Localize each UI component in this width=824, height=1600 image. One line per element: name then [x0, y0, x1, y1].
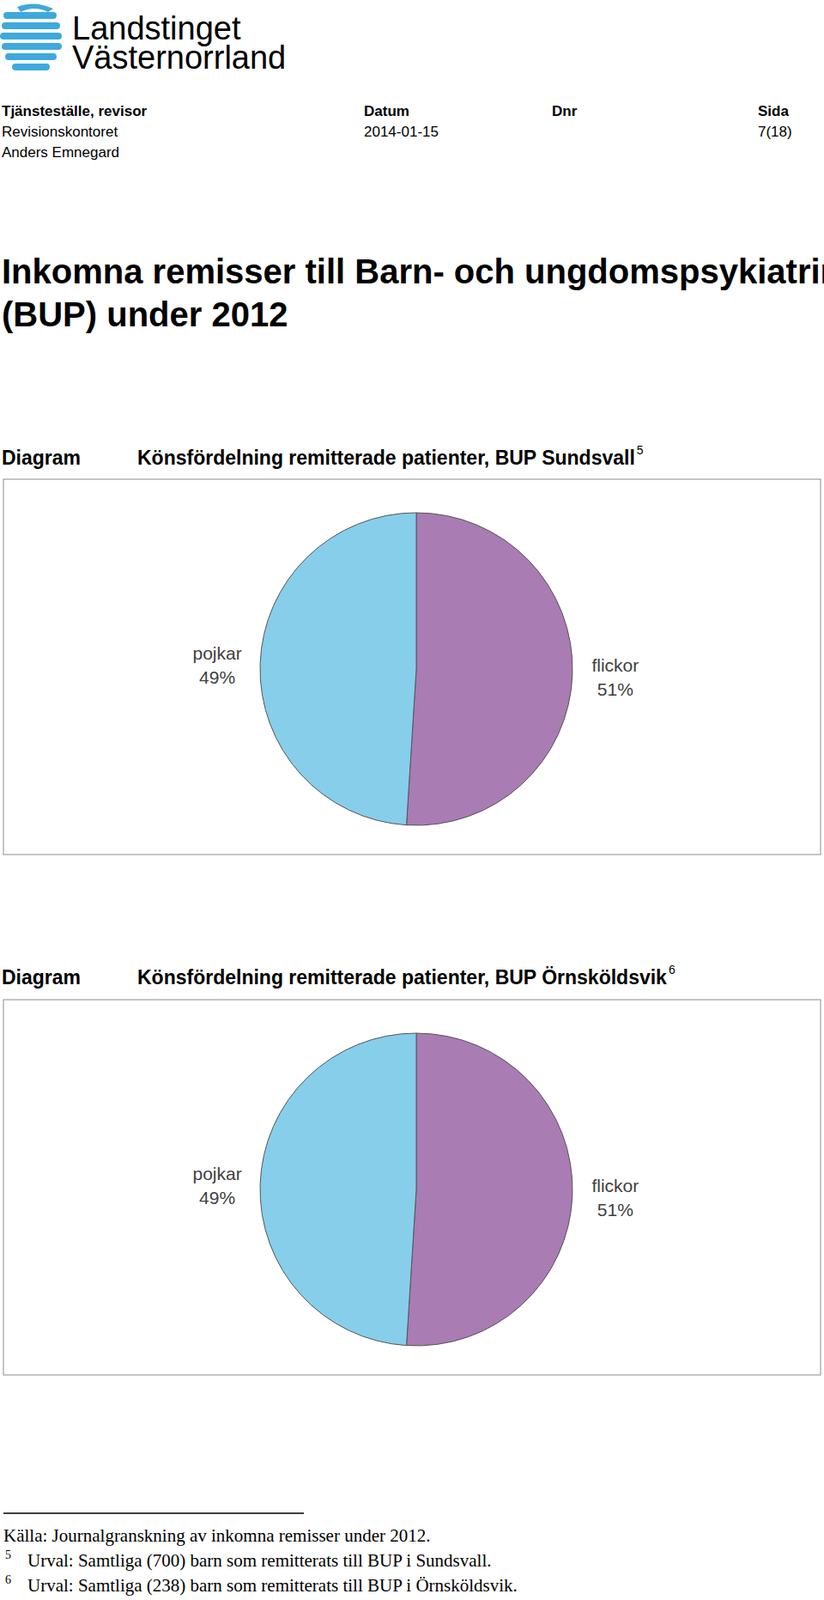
header-label: Dnr — [551, 103, 578, 120]
heading: (BUP) under 2012 — [1, 295, 288, 334]
header-label: Datum — [363, 103, 410, 120]
chart-frame — [3, 478, 821, 855]
footnote-ref: 6 — [5, 1572, 12, 1586]
header-label: Sida — [757, 103, 789, 120]
footnote-ref: 5 — [636, 442, 644, 457]
slice-label: flickor — [591, 1175, 639, 1195]
logo-stripe — [5, 53, 57, 61]
chart-title: Könsfördelning remitterade patienter, BU… — [137, 965, 667, 988]
slice-value: 51% — [597, 678, 634, 699]
logo-stripe — [1, 42, 62, 50]
chart-frame — [3, 999, 821, 1375]
page: LandstingetVästernorrlandTjänsteställe, … — [0, 0, 824, 1600]
heading: Inkomna remisser till Barn- och ungdomsp… — [1, 252, 824, 291]
slice-value: 49% — [199, 666, 236, 687]
slice-label: flickor — [591, 654, 639, 675]
chart-title: Könsfördelning remitterade patienter, BU… — [137, 446, 636, 469]
caption-label: Diagram — [1, 965, 81, 988]
logo-stripe — [12, 63, 50, 71]
slice-value: 49% — [199, 1187, 236, 1207]
footnote: Urval: Samtliga (700) barn som remittera… — [27, 1549, 492, 1570]
source: Källa: Journalgranskning av inkomna remi… — [3, 1524, 431, 1545]
header-value: 7(18) — [757, 123, 793, 140]
logo-stripe — [1, 22, 61, 30]
logo-stripe — [17, 3, 54, 13]
caption-label: Diagram — [1, 446, 81, 469]
footnote-ref: 5 — [5, 1547, 12, 1561]
logo-text: Västernorrland — [72, 39, 286, 76]
header-value: Revisionskontoret — [1, 123, 118, 140]
footnote: Urval: Samtliga (238) barn som remittera… — [27, 1574, 518, 1595]
logo-icon — [0, 3, 62, 71]
logo-stripe — [0, 32, 62, 40]
logo-stripe — [3, 12, 57, 19]
footnote-ref: 6 — [668, 962, 676, 976]
slice-label: pojkar — [193, 1163, 243, 1183]
header-value: 2014-01-15 — [363, 123, 439, 140]
header-label: Tjänsteställe, revisor — [1, 103, 148, 120]
pie — [260, 512, 573, 825]
pie-slice — [260, 512, 417, 825]
slice-value: 51% — [597, 1199, 634, 1219]
pie-slice — [260, 1032, 417, 1346]
pie-slice — [406, 512, 573, 825]
pie — [260, 1032, 573, 1346]
pie-slice — [406, 1032, 573, 1346]
header-value: Anders Emnegard — [1, 144, 120, 161]
footnote-rule — [3, 1511, 304, 1514]
slice-label: pojkar — [193, 642, 243, 663]
